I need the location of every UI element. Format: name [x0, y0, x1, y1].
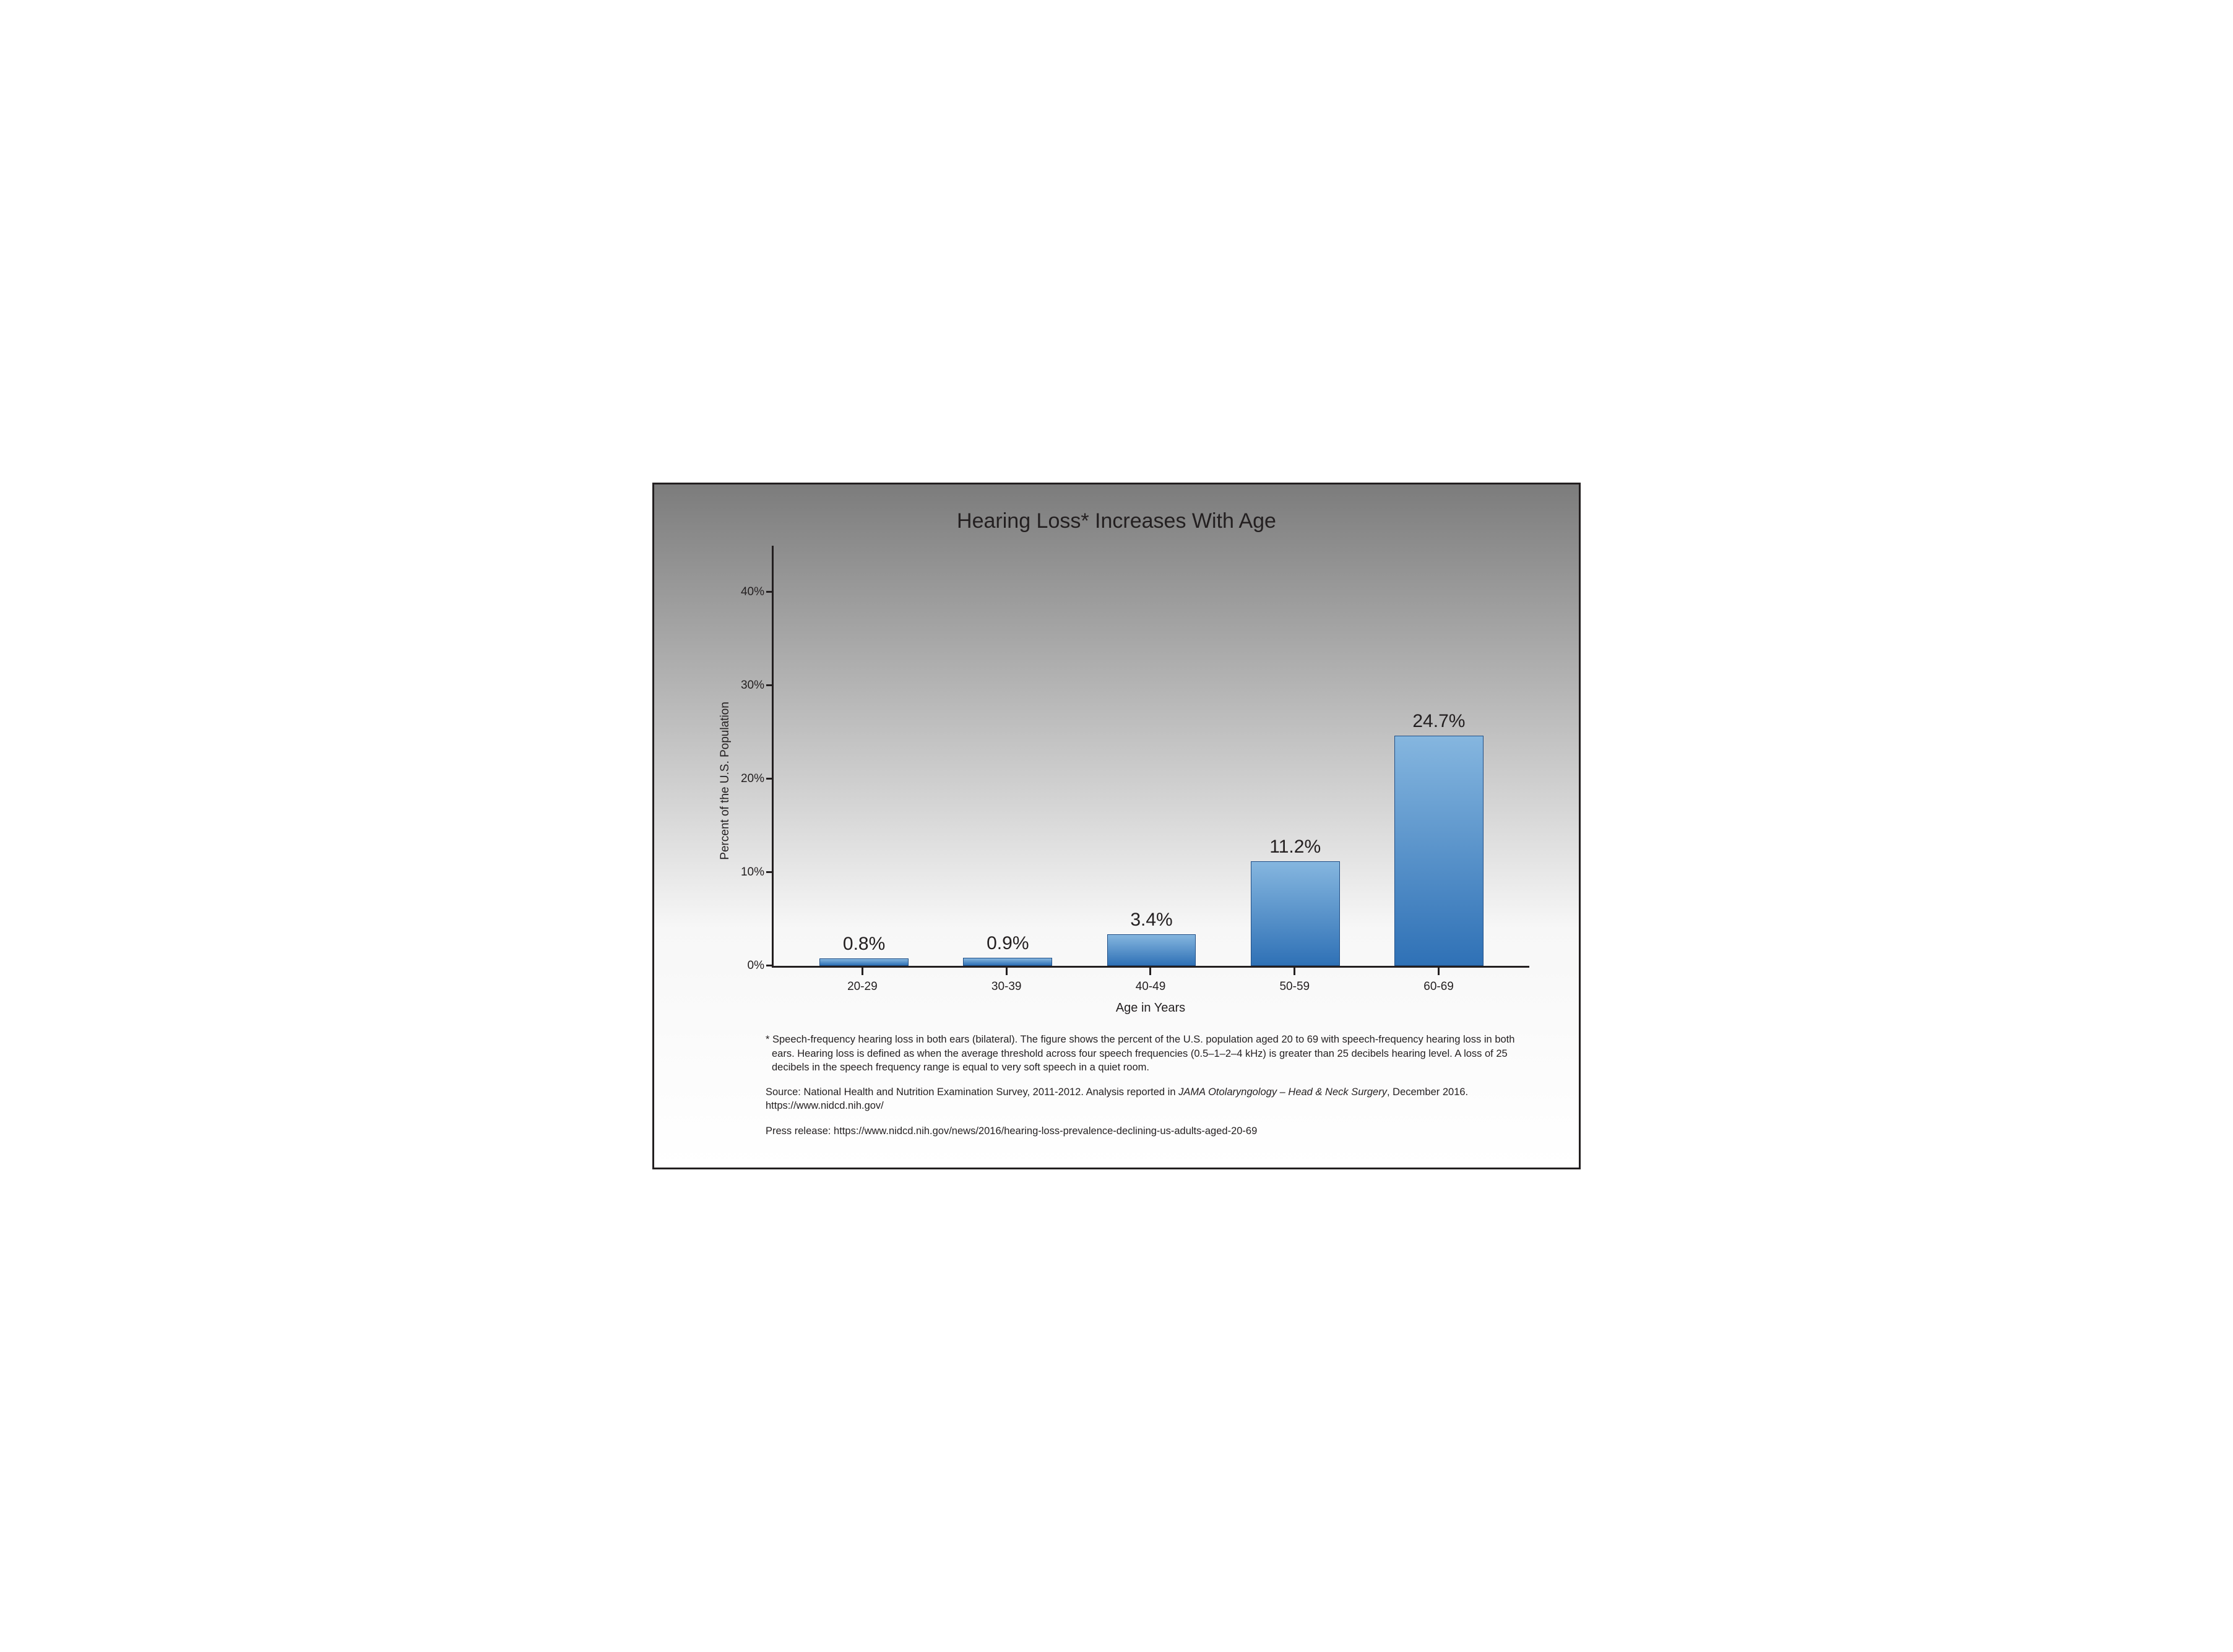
y-tick-label: 30% — [730, 679, 764, 692]
plot-column: 0.8%0.9%3.4%11.2%24.7% 0%10%20%30%40% 20… — [735, 546, 1529, 1015]
x-axis: 20-29 30-39 40-49 50-59 60-69 — [772, 968, 1529, 994]
bar-slot: 11.2% — [1224, 546, 1367, 966]
x-tick: 30-39 — [935, 968, 1079, 994]
x-axis-label: Age in Years — [772, 1001, 1529, 1015]
bar-value-label: 24.7% — [1412, 711, 1465, 732]
x-tick-label: 40-49 — [1136, 980, 1166, 994]
x-tick: 50-59 — [1222, 968, 1367, 994]
footnote-source-prefix: Source: National Health and Nutrition Ex… — [766, 1086, 1178, 1098]
y-tick-mark — [766, 778, 774, 780]
y-tick-mark — [766, 591, 774, 593]
bar-slot: 24.7% — [1367, 546, 1511, 966]
x-tick-label: 30-39 — [991, 980, 1022, 994]
y-tick-mark — [766, 684, 774, 686]
bar — [963, 958, 1052, 966]
bars-container: 0.8% 0.9% 3.4% 11.2% 24.7% — [774, 546, 1529, 966]
bar-slot: 0.9% — [936, 546, 1079, 966]
footnote-press: Press release: https://www.nidcd.nih.gov… — [766, 1124, 1517, 1138]
y-tick-label: 10% — [730, 866, 764, 879]
x-tick-mark — [1006, 968, 1008, 975]
x-tick-label: 60-69 — [1423, 980, 1454, 994]
x-tick-mark — [862, 968, 863, 975]
bar-value-label: 3.4% — [1130, 910, 1172, 931]
chart-body: Percent of the U.S. Population 0.8%0.9%3… — [679, 546, 1554, 1015]
plot-area: 0.8%0.9%3.4%11.2%24.7% 0%10%20%30%40% — [772, 546, 1529, 968]
footnote-definition: * Speech-frequency hearing loss in both … — [766, 1033, 1517, 1074]
bar-slot: 0.8% — [792, 546, 936, 966]
y-tick-mark — [766, 965, 774, 966]
x-tick: 40-49 — [1079, 968, 1223, 994]
chart-frame: Hearing Loss* Increases With Age Percent… — [652, 483, 1581, 1169]
bar-value-label: 11.2% — [1269, 837, 1321, 858]
y-tick-label: 40% — [730, 585, 764, 599]
footnote-source: Source: National Health and Nutrition Ex… — [766, 1085, 1517, 1113]
y-tick-label: 20% — [730, 772, 764, 786]
bar-slot: 3.4% — [1079, 546, 1223, 966]
x-tick-label: 50-59 — [1279, 980, 1310, 994]
bar — [819, 958, 909, 966]
x-tick: 20-29 — [790, 968, 935, 994]
x-tick-mark — [1149, 968, 1151, 975]
x-tick-mark — [1438, 968, 1440, 975]
y-tick-mark — [766, 871, 774, 873]
bar — [1394, 736, 1484, 966]
x-tick: 60-69 — [1367, 968, 1511, 994]
bar — [1251, 861, 1340, 966]
chart-title: Hearing Loss* Increases With Age — [679, 509, 1554, 533]
x-tick-mark — [1294, 968, 1295, 975]
footnote-source-italic: JAMA Otolaryngology – Head & Neck Surger… — [1178, 1086, 1387, 1098]
x-tick-label: 20-29 — [847, 980, 878, 994]
footnotes: * Speech-frequency hearing loss in both … — [679, 1015, 1554, 1149]
bar-value-label: 0.9% — [987, 933, 1029, 954]
bar — [1107, 934, 1196, 966]
y-tick-label: 0% — [730, 959, 764, 973]
bar-value-label: 0.8% — [843, 934, 885, 955]
